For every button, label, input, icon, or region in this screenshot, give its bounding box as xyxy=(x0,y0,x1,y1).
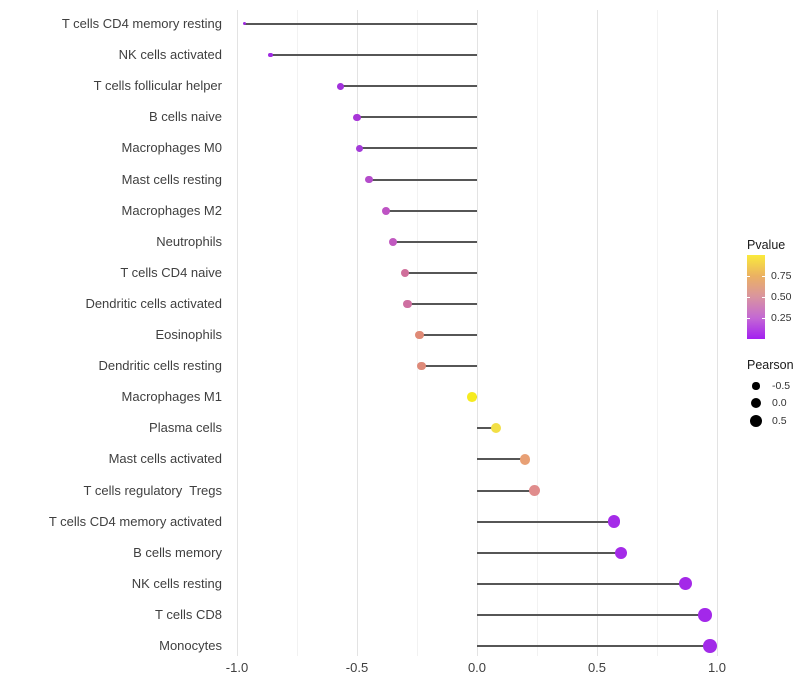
category-label: T cells regulatory Tregs xyxy=(83,482,222,498)
category-label: T cells CD4 memory resting xyxy=(61,16,222,31)
category-label: Macrophages M2 xyxy=(121,202,222,218)
category-label: Monocytes xyxy=(159,638,222,653)
data-point xyxy=(491,423,502,434)
lollipop-stick xyxy=(477,427,497,430)
data-point xyxy=(607,515,620,528)
colorbar-tick-label: 0.50 xyxy=(771,291,792,303)
gridline-major xyxy=(236,10,238,656)
lollipop-stick xyxy=(477,489,535,492)
data-point xyxy=(365,175,373,184)
data-point xyxy=(388,237,398,246)
gridline-major xyxy=(596,10,598,656)
lollipop-stick xyxy=(477,458,525,461)
pearson-size-label: 0.0 xyxy=(772,397,787,410)
data-point xyxy=(355,144,364,153)
colorbar-tickmark xyxy=(762,276,765,277)
x-tick-label: -1.0 xyxy=(225,660,249,675)
data-point xyxy=(415,330,424,340)
data-point xyxy=(679,577,693,591)
category-label: Dendritic cells activated xyxy=(85,295,222,311)
lollipop-stick xyxy=(477,582,686,585)
pvalue-legend-title: Pvalue xyxy=(747,238,786,252)
x-tick-label: 0.5 xyxy=(587,660,607,675)
gridline-minor xyxy=(536,10,538,656)
lollipop-stick xyxy=(477,613,705,616)
data-point xyxy=(353,113,361,121)
x-tick-label: -0.5 xyxy=(345,660,369,675)
data-point xyxy=(417,361,427,371)
data-point xyxy=(242,22,246,26)
category-label: NK cells resting xyxy=(131,575,222,591)
category-label: Dendritic cells resting xyxy=(98,358,222,374)
category-label: Neutrophils xyxy=(156,233,222,249)
lollipop-stick xyxy=(419,334,477,336)
colorbar-tickmark xyxy=(747,318,750,319)
lollipop-stick xyxy=(244,23,477,25)
data-point xyxy=(698,608,712,622)
colorbar-tickmark xyxy=(747,276,750,277)
category-label: NK cells activated xyxy=(118,47,222,63)
x-tick-label: 1.0 xyxy=(707,660,727,675)
data-point xyxy=(381,206,390,215)
data-point xyxy=(403,299,412,309)
gridline-minor xyxy=(656,10,658,656)
category-label: B cells memory xyxy=(133,544,222,560)
lollipop-stick xyxy=(477,551,621,554)
lollipop-stick xyxy=(421,365,477,368)
data-point xyxy=(702,639,717,653)
lollipop-stick xyxy=(393,240,477,243)
pearson-size-dot xyxy=(751,398,761,409)
colorbar-tickmark xyxy=(747,297,750,298)
gridline-major xyxy=(476,10,478,656)
category-label: T cells CD4 memory activated xyxy=(48,513,222,529)
colorbar-tick-label: 0.75 xyxy=(771,270,792,282)
category-label: Mast cells activated xyxy=(108,451,222,467)
lollipop-stick xyxy=(369,178,477,181)
category-label: Plasma cells xyxy=(149,420,222,436)
lollipop-stick xyxy=(270,54,477,57)
data-point xyxy=(467,392,478,403)
lollipop-stick xyxy=(405,271,477,274)
lollipop-stick xyxy=(340,85,477,88)
category-label: B cells naive xyxy=(149,109,222,125)
colorbar-tickmark xyxy=(762,318,765,319)
category-label: T cells CD4 naive xyxy=(120,264,222,280)
pearson-size-label: -0.5 xyxy=(772,380,791,392)
pearson-size-dot xyxy=(749,414,762,427)
data-point xyxy=(519,453,531,465)
gridline-major xyxy=(716,10,718,656)
gridline-major xyxy=(356,10,358,656)
gridline-minor xyxy=(296,10,298,656)
lollipop-stick xyxy=(357,116,477,119)
colorbar-tickmark xyxy=(762,297,765,298)
x-tick-label: 0.0 xyxy=(467,660,487,675)
pearson-size-label: 0.5 xyxy=(772,414,787,427)
category-label: Mast cells resting xyxy=(121,171,222,187)
data-point xyxy=(268,52,273,58)
category-label: Macrophages M1 xyxy=(121,389,222,405)
lollipop-stick xyxy=(407,302,477,305)
lollipop-stick xyxy=(477,520,614,523)
category-label: Eosinophils xyxy=(155,327,223,342)
category-label: T cells follicular helper xyxy=(93,78,222,94)
data-point xyxy=(614,546,628,559)
lollipop-stick xyxy=(359,147,477,150)
pearson-legend-title: Pearson xyxy=(747,358,794,372)
category-label: Macrophages M0 xyxy=(121,140,222,156)
data-point xyxy=(529,485,541,496)
pearson-size-dot xyxy=(752,382,760,390)
lollipop-stick xyxy=(385,209,477,212)
category-label: T cells CD8 xyxy=(155,606,222,622)
colorbar-tick-label: 0.25 xyxy=(771,312,792,324)
data-point xyxy=(400,268,410,277)
data-point xyxy=(336,82,344,90)
lollipop-stick xyxy=(477,645,710,647)
pvalue-colorbar xyxy=(747,255,765,339)
